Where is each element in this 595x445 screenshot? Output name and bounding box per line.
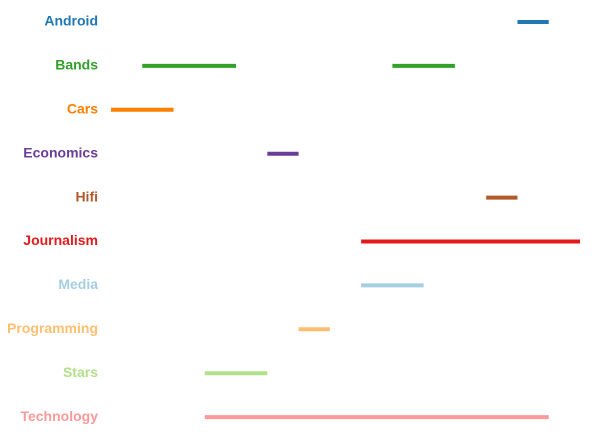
row-label: Media: [58, 276, 98, 292]
row-label: Technology: [20, 408, 98, 424]
row-label: Bands: [55, 57, 98, 73]
row-label: Economics: [23, 144, 98, 160]
row-label: Cars: [67, 101, 98, 117]
row-label: Stars: [63, 364, 98, 380]
row-label: Android: [44, 13, 98, 29]
row-label: Programming: [7, 320, 98, 336]
row-label: Journalism: [23, 232, 98, 248]
row-label: Hifi: [75, 188, 98, 204]
